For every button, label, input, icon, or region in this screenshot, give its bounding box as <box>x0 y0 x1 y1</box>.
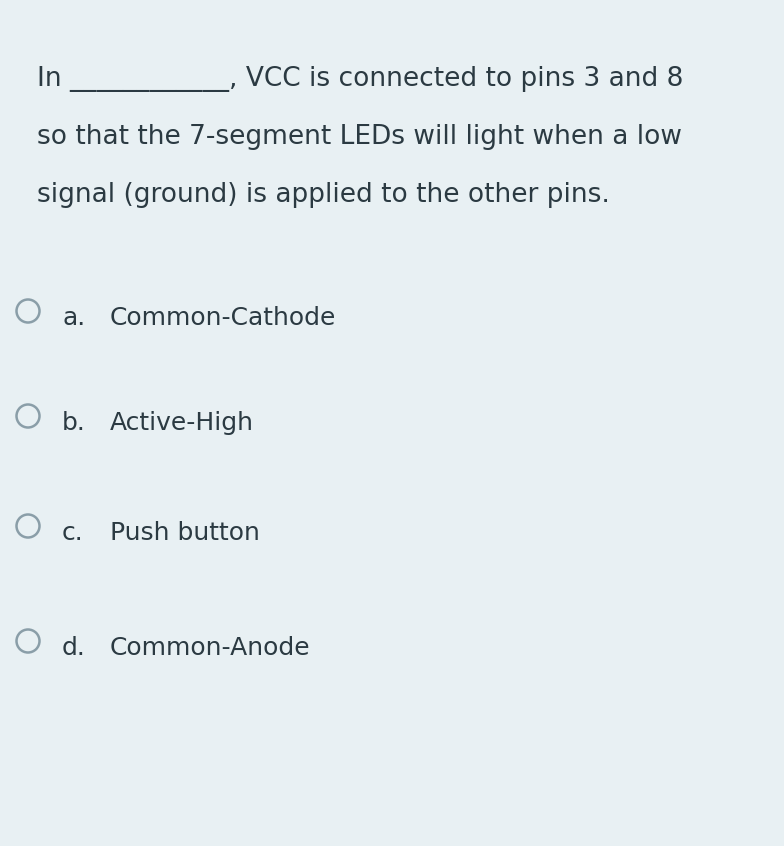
Circle shape <box>16 299 39 322</box>
Text: Common-Cathode: Common-Cathode <box>110 306 336 330</box>
Text: Active-High: Active-High <box>110 411 254 435</box>
Text: d.: d. <box>62 636 86 660</box>
Text: Push button: Push button <box>110 521 260 545</box>
Text: signal (ground) is applied to the other pins.: signal (ground) is applied to the other … <box>37 182 610 208</box>
Text: so that the 7-segment LEDs will light when a low: so that the 7-segment LEDs will light wh… <box>37 124 682 150</box>
Text: Common-Anode: Common-Anode <box>110 636 310 660</box>
Text: c.: c. <box>62 521 84 545</box>
Text: In ____________, VCC is connected to pins 3 and 8: In ____________, VCC is connected to pin… <box>37 66 684 92</box>
Circle shape <box>16 629 39 652</box>
Circle shape <box>16 514 39 537</box>
Text: b.: b. <box>62 411 86 435</box>
Circle shape <box>16 404 39 427</box>
Text: a.: a. <box>62 306 85 330</box>
